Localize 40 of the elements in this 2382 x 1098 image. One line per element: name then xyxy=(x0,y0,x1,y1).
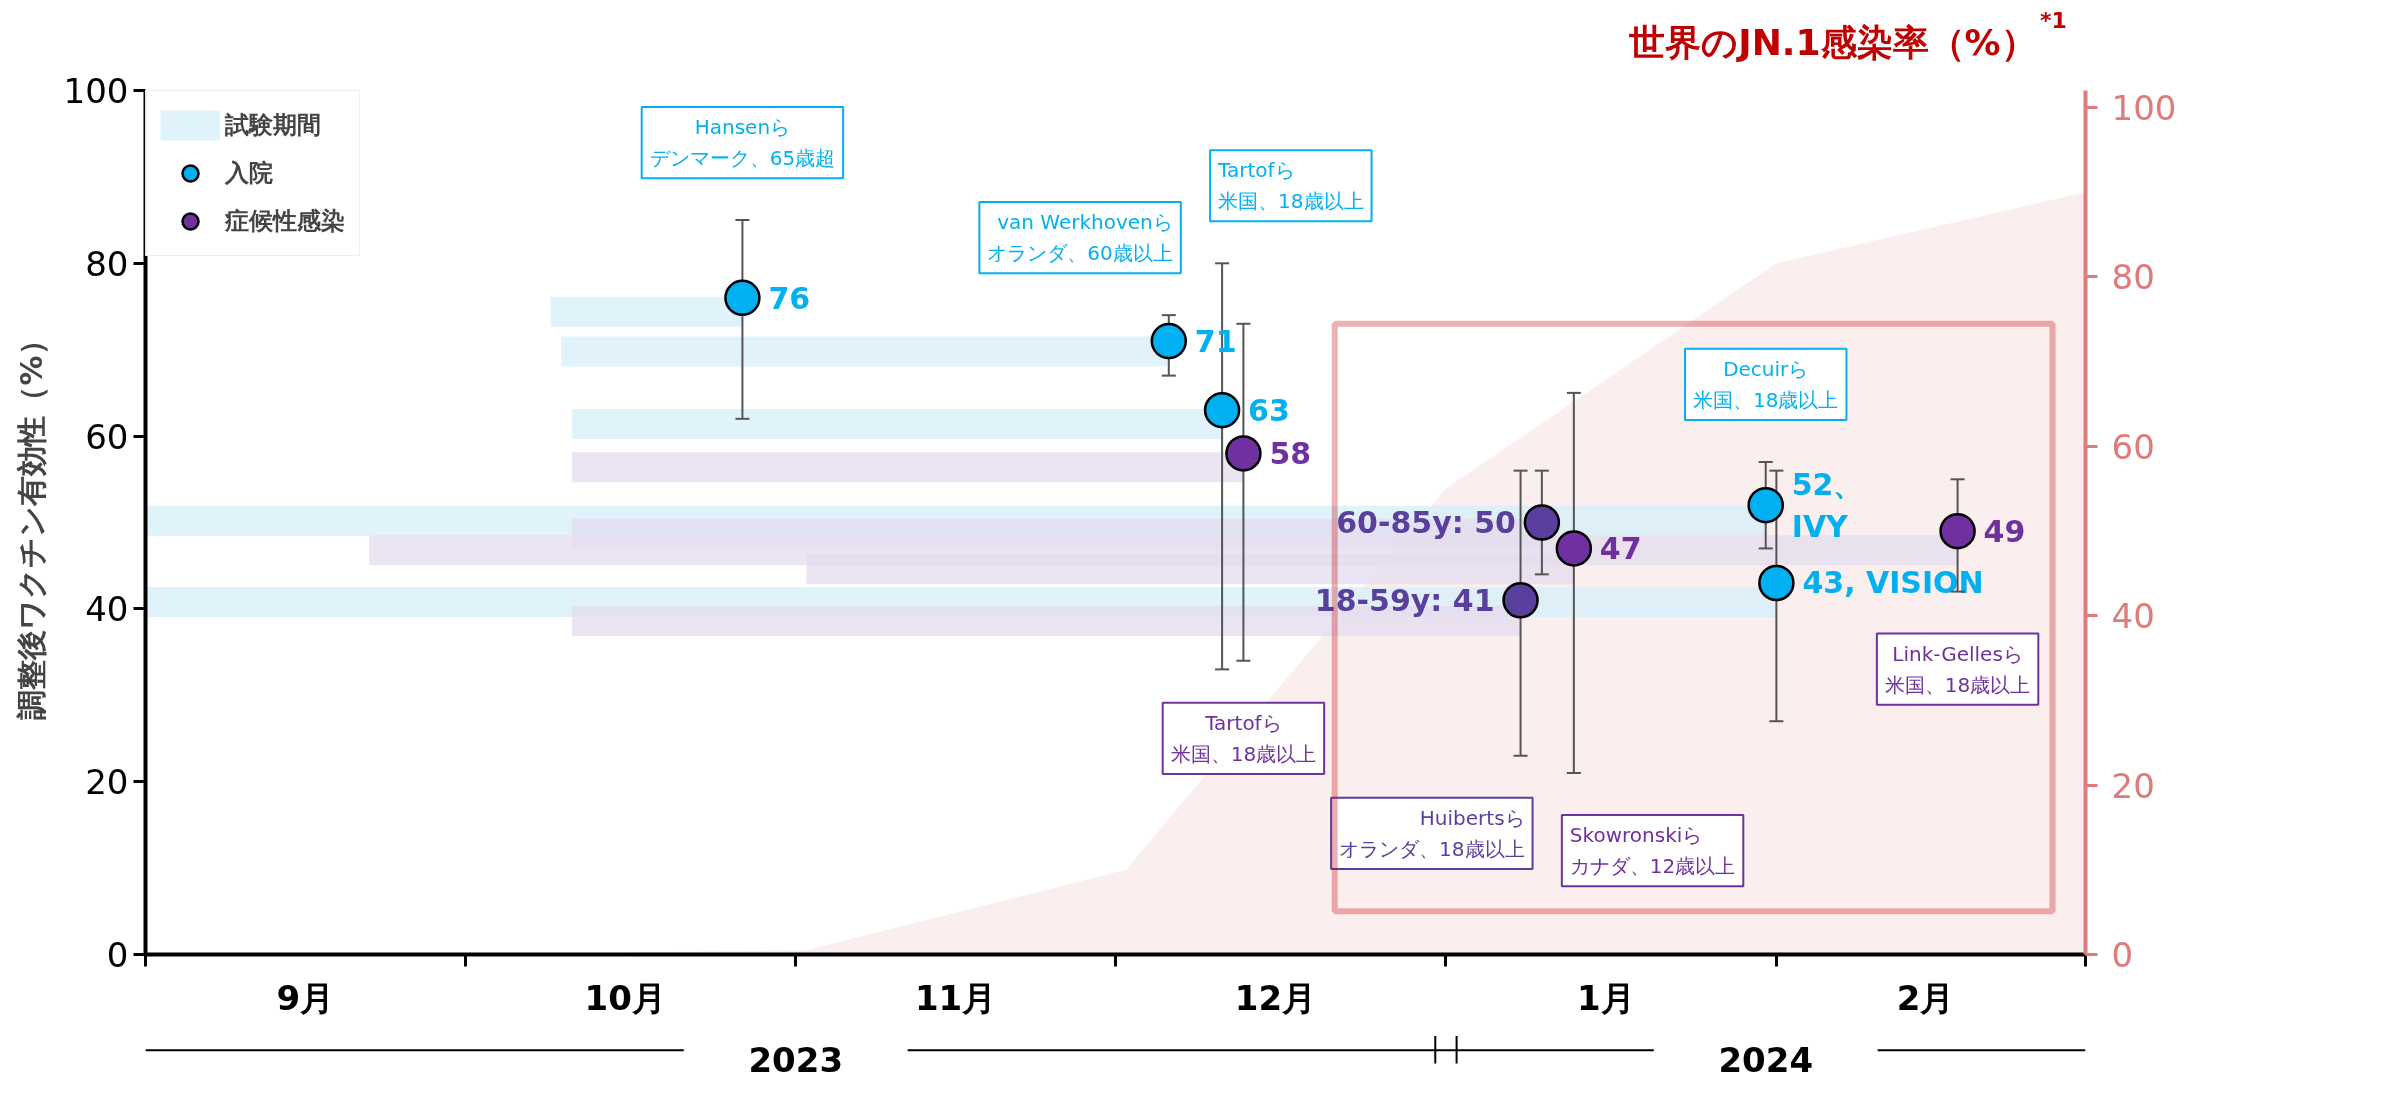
y-tick-label: 60 xyxy=(85,416,129,457)
x-tick-label: 10月 xyxy=(584,977,666,1018)
x-tick-label: 2月 xyxy=(1896,977,1955,1018)
annotation: van Werkhovenらオランダ、60歳以上 xyxy=(987,209,1173,266)
y-axis-title: 調整後ワクチン有効性（%） xyxy=(13,325,49,720)
x-tick-label: 1月 xyxy=(1577,977,1635,1018)
y-tick-label: 80 xyxy=(85,243,129,284)
text: 2023 xyxy=(748,1040,844,1080)
x-tick-label: 11月 xyxy=(914,977,997,1018)
data-label: 18-59y: 41 xyxy=(1314,582,1495,618)
data-label: 49 xyxy=(1983,514,2026,550)
legend-label: 症候性感染 xyxy=(225,206,345,237)
data-label: 47 xyxy=(1599,531,1642,567)
data-label: 60-85y: 50 xyxy=(1336,505,1516,540)
y2-tick-label: 40 xyxy=(2111,596,2155,637)
y-tick-label: 100 xyxy=(63,71,129,111)
annotation: Tartofら米国、18歳以上 xyxy=(1170,710,1317,766)
y2-tick-label: 0 xyxy=(2111,935,2134,975)
x-tick-label: 9月 xyxy=(276,977,335,1018)
data-label: 58 xyxy=(1269,436,1312,472)
annotation: Link-Gellesら米国、18歳以上 xyxy=(1884,641,2031,697)
annotation: Decuirら米国、18歳以上 xyxy=(1693,356,1839,413)
annotation: Tartofら米国、18歳以上 xyxy=(1217,158,1364,214)
text: 2024 xyxy=(1718,1040,1814,1080)
annotation: Skowronskiらカナダ、12歳以上 xyxy=(1569,823,1736,879)
data-label: 76 xyxy=(768,280,811,316)
y2-tick-label: 80 xyxy=(2111,257,2155,298)
y-tick-label: 40 xyxy=(85,589,129,630)
y2-tick-label: 100 xyxy=(2111,87,2177,128)
y-tick-label: 20 xyxy=(85,762,129,803)
y-tick-label: 0 xyxy=(106,935,129,975)
y2-tick-label: 20 xyxy=(2111,765,2155,806)
legend-label: 入院 xyxy=(225,158,273,189)
x-tick-label: 12月 xyxy=(1234,977,1317,1018)
legend-label: 試験期間 xyxy=(225,110,321,141)
data-label: 52、 IVY xyxy=(1791,466,1864,544)
y2-tick-label: 60 xyxy=(2111,426,2155,467)
data-label: 63 xyxy=(1248,393,1290,429)
annotation: Hansenらデンマーク、65歳超 xyxy=(649,114,836,171)
annotation: Huibertsらオランダ、18歳以上 xyxy=(1339,805,1525,861)
